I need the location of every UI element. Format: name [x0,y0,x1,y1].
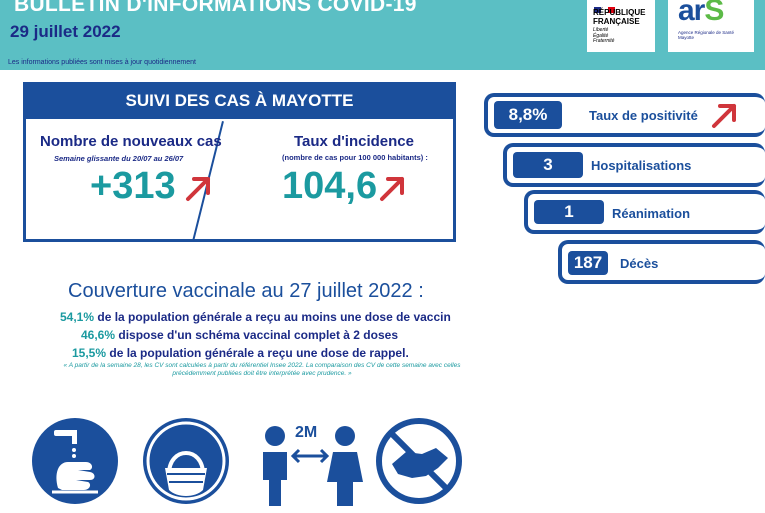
vaccination-coverage-title: Couverture vaccinale au 27 juillet 2022 … [68,280,424,302]
french-flag-icon [594,0,616,13]
ars-subtitle: Agence Régionale de Santé Mayotte [678,30,735,40]
coverage-line-first-dose: 54,1% de la population générale a reçu a… [60,310,451,324]
incidence-value: 104,6 [282,165,378,207]
update-note: Les informations publiées sont mises à j… [8,59,196,66]
rf-motto3: Fraternité [593,38,615,44]
social-distance-icon: 2M [255,418,365,508]
hand-washing-icon [32,418,118,504]
trend-up-arrow-icon [712,104,736,128]
header-banner: BULLETIN D'INFORMATIONS COVID-19 29 juil… [0,0,765,70]
hospitalisations-value: 3 [513,152,583,178]
indicator-positivity: 8,8% Taux de positivité [484,93,765,137]
rf-motto1: Liberté [593,27,609,33]
bulletin-title: BULLETIN D'INFORMATIONS COVID-19 [14,0,417,16]
booster-text: de la population générale a reçu une dos… [106,346,409,360]
new-cases-label: Nombre de nouveaux cas [40,133,222,150]
bulletin-date: 29 juillet 2022 [10,22,121,41]
first-dose-pct: 54,1% [60,310,95,324]
rf-line2: FRANÇAISE [593,17,640,26]
indicator-deces: 187 Décès [558,240,765,284]
indicator-hospitalisations: 3 Hospitalisations [503,143,765,187]
hospitalisations-label: Hospitalisations [591,158,692,173]
reanimation-label: Réanimation [612,206,691,221]
ars-word-b: S [704,0,724,27]
positivity-value: 8,8% [494,101,562,129]
positivity-label: Taux de positivité [589,108,698,123]
case-tracking-panel: SUIVI DES CAS À MAYOTTE Nombre de nouvea… [23,82,456,242]
complete-text: dispose d'un schéma vaccinal complet à 2… [115,328,398,342]
reanimation-value: 1 [534,200,604,224]
indicator-reanimation: 1 Réanimation [524,190,765,234]
coverage-methodology-note: « A partir de la semaine 28, les CV sont… [63,362,461,377]
distance-label: 2M [295,424,318,441]
rf-line1: RÉPUBLIQUE [593,8,646,17]
ars-word-a: ar [678,0,705,27]
deces-value: 187 [568,251,608,275]
incidence-label: Taux d'incidence [294,133,414,150]
incidence-subtitle: (nombre de cas pour 100 000 habitants) : [282,153,428,162]
rf-motto2: Égalité [593,32,609,39]
booster-pct: 15,5% [72,346,107,360]
republique-francaise-logo: RÉPUBLIQUE FRANÇAISE Liberté Égalité Fra… [587,0,655,52]
deces-label: Décès [620,256,659,271]
coverage-line-booster: 15,5% de la population générale a reçu u… [72,346,409,360]
coverage-line-complete: 46,6% dispose d'un schéma vaccinal compl… [81,328,398,342]
new-cases-value: +313 [90,165,176,207]
first-dose-text: de la population générale a reçu au moin… [94,310,451,324]
no-handshake-icon [376,418,462,504]
trend-up-arrow-icon [380,177,404,201]
case-tracking-title: SUIVI DES CAS À MAYOTTE [26,85,453,119]
new-cases-period: Semaine glissante du 20/07 au 26/07 [54,154,184,163]
trend-up-arrow-icon [186,177,210,201]
ars-logo: arS Agence Régionale de Santé Mayotte [668,0,754,52]
face-mask-icon [143,418,229,504]
complete-pct: 46,6% [81,328,116,342]
